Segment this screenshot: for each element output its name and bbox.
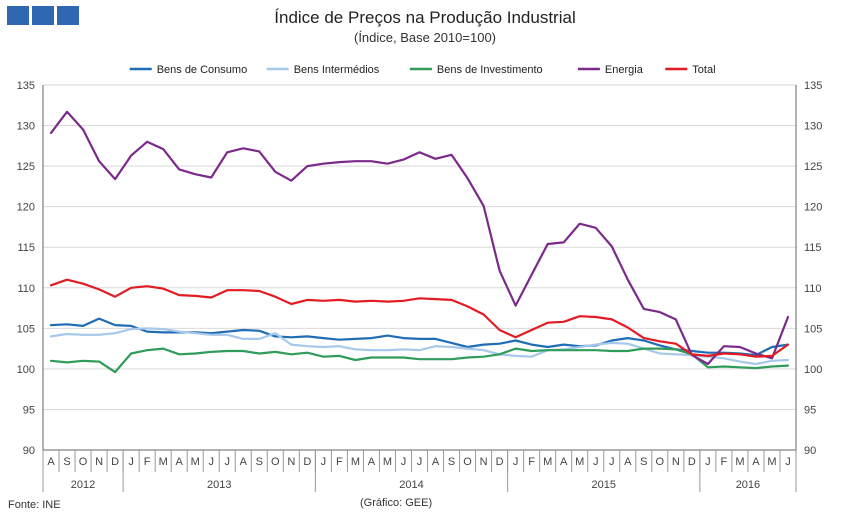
logo-block-3 <box>57 6 79 25</box>
legend: Bens de Consumo Bens Intermédios Bens de I… <box>129 64 716 76</box>
y-tick-right: 130 <box>804 121 822 133</box>
month-label: F <box>528 456 535 468</box>
y-axis-right: 90 95 100 105 110 115 120 125 130 135 <box>804 80 822 457</box>
series-line-bens-de-investimento <box>49 347 790 374</box>
month-label: N <box>287 456 295 468</box>
year-label: 2016 <box>736 479 760 491</box>
month-label: F <box>336 456 343 468</box>
gridlines <box>43 84 796 451</box>
year-label: 2015 <box>592 479 616 491</box>
legend-label-bens-de-consumo: Bens de Consumo <box>157 64 248 76</box>
month-label: M <box>351 456 360 468</box>
series-line-total <box>49 278 790 358</box>
month-label: N <box>480 456 488 468</box>
month-label: J <box>705 456 711 468</box>
y-tick-right: 105 <box>804 323 822 335</box>
y-tick-right: 135 <box>804 80 822 92</box>
month-label: S <box>63 456 70 468</box>
series-lines <box>49 110 790 374</box>
series-line-energia <box>49 110 790 366</box>
y-tick-right: 115 <box>804 242 822 254</box>
month-label: J <box>321 456 327 468</box>
month-label: J <box>401 456 407 468</box>
logo-block-2 <box>32 6 54 25</box>
y-tick-left: 125 <box>17 161 35 173</box>
month-label: A <box>624 456 632 468</box>
legend-label-energia: Energia <box>605 64 644 76</box>
month-label: J <box>417 456 423 468</box>
brand-logo <box>7 6 79 25</box>
y-tick-left: 110 <box>17 283 35 295</box>
month-label: S <box>448 456 455 468</box>
month-label: A <box>560 456 568 468</box>
legend-label-bens-intermedios: Bens Intermédios <box>294 64 380 76</box>
y-tick-left: 130 <box>17 121 35 133</box>
y-tick-right: 120 <box>804 202 822 214</box>
series-line-bens-de-consumo <box>49 317 790 357</box>
source-note: Fonte: INE <box>8 499 61 511</box>
year-label: 2014 <box>399 479 423 491</box>
month-label: M <box>735 456 744 468</box>
y-tick-left: 105 <box>17 323 35 335</box>
month-label: D <box>111 456 119 468</box>
month-label: A <box>47 456 55 468</box>
y-tick-right: 110 <box>804 283 822 295</box>
month-label: J <box>208 456 214 468</box>
year-label: 2012 <box>71 479 95 491</box>
series-line-bens-intermedios <box>49 327 790 366</box>
month-label: O <box>656 456 665 468</box>
y-tick-left: 135 <box>17 80 35 92</box>
month-label: J <box>593 456 599 468</box>
y-tick-right: 100 <box>804 364 822 376</box>
month-label: M <box>767 456 776 468</box>
month-label: S <box>256 456 263 468</box>
month-label: J <box>609 456 615 468</box>
legend-label-total: Total <box>692 64 715 76</box>
year-label: 2013 <box>207 479 231 491</box>
month-label: J <box>785 456 791 468</box>
month-label: A <box>432 456 440 468</box>
y-tick-right: 125 <box>804 161 822 173</box>
month-label: D <box>688 456 696 468</box>
month-label: A <box>368 456 376 468</box>
month-label: A <box>240 456 248 468</box>
credit-note: (Gráfico: GEE) <box>360 497 433 509</box>
month-label: N <box>672 456 680 468</box>
y-tick-left: 120 <box>17 202 35 214</box>
month-label: M <box>191 456 200 468</box>
y-tick-left: 100 <box>17 364 35 376</box>
legend-label-bens-de-investimento: Bens de Investimento <box>437 64 543 76</box>
month-label: J <box>224 456 230 468</box>
chart-title: Índice de Preços na Produção Industrial <box>274 8 576 27</box>
month-label: N <box>95 456 103 468</box>
y-tick-right: 90 <box>804 445 816 457</box>
y-tick-left: 90 <box>23 445 35 457</box>
axes <box>42 85 797 492</box>
month-label: D <box>303 456 311 468</box>
month-label: M <box>159 456 168 468</box>
y-tick-left: 95 <box>23 404 35 416</box>
month-label: D <box>496 456 504 468</box>
month-label: A <box>752 456 760 468</box>
month-label: M <box>575 456 584 468</box>
month-label: S <box>640 456 647 468</box>
y-tick-left: 115 <box>17 242 35 254</box>
y-axis-left: 90 95 100 105 110 115 120 125 130 135 <box>17 80 35 457</box>
y-tick-right: 95 <box>804 404 816 416</box>
month-label: F <box>721 456 728 468</box>
month-label: J <box>513 456 519 468</box>
chart-subtitle: (Índice, Base 2010=100) <box>353 30 497 45</box>
month-label: O <box>463 456 472 468</box>
month-label: A <box>176 456 184 468</box>
logo-block-1 <box>7 6 29 25</box>
month-label: M <box>383 456 392 468</box>
month-label: O <box>79 456 88 468</box>
month-label: F <box>144 456 151 468</box>
month-label: M <box>543 456 552 468</box>
month-label: J <box>128 456 134 468</box>
month-label: O <box>271 456 280 468</box>
